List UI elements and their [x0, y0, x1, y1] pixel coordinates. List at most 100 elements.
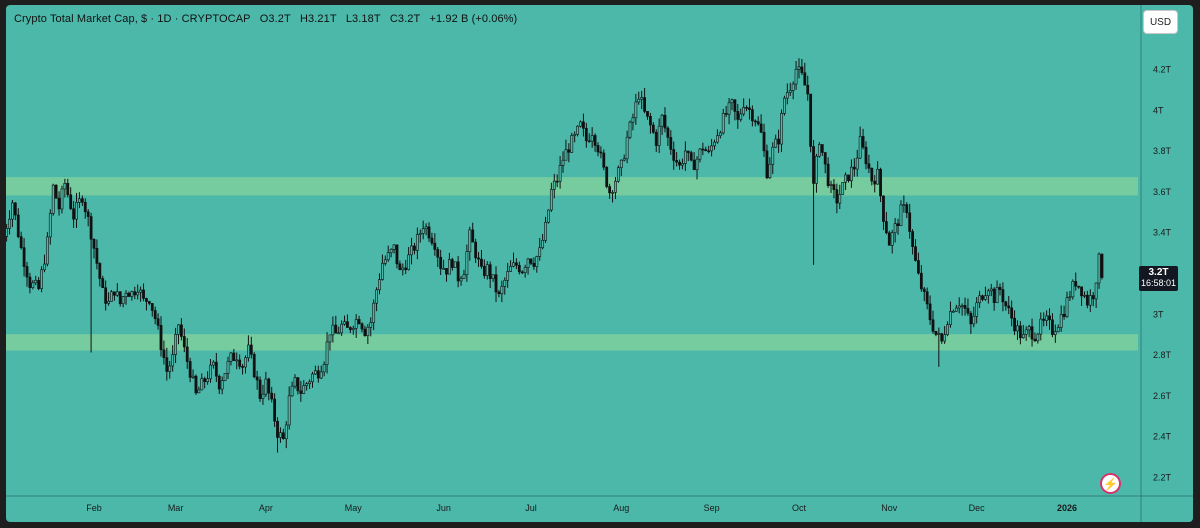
currency-button[interactable]: USD [1143, 10, 1178, 34]
candle-body [1004, 301, 1008, 307]
candle-body [590, 135, 594, 142]
candle-body [523, 267, 527, 273]
candle-body [378, 279, 381, 291]
candle-body [547, 209, 550, 223]
candle-body [482, 266, 486, 276]
candle-body [66, 183, 70, 196]
candle-body [1062, 313, 1066, 317]
candle-body [104, 287, 108, 304]
candle-body [413, 245, 416, 251]
candle-body [223, 373, 227, 381]
candle-body [273, 398, 277, 422]
close-value: C3.2T [389, 13, 421, 25]
candle-body [165, 357, 169, 372]
candle-body [156, 318, 160, 326]
candle-body [334, 324, 338, 334]
candle-body [316, 370, 320, 379]
candle-body [261, 393, 265, 399]
candle-body [314, 370, 317, 375]
candle-body [803, 72, 807, 86]
candle-body [389, 249, 393, 253]
candle-body [383, 259, 387, 264]
candle-body [558, 165, 562, 182]
candle-body [1039, 318, 1043, 335]
candle-body [249, 344, 253, 355]
candle-body [981, 295, 984, 300]
candle-body [602, 152, 606, 168]
candle-body [917, 260, 920, 274]
candle-body [887, 232, 891, 246]
candle-body [506, 271, 510, 281]
time-tick-label: Aug [613, 503, 629, 513]
candle-body [614, 180, 617, 193]
candle-body [34, 280, 38, 284]
candle-body [226, 361, 230, 374]
open-value: O3.2T [259, 13, 291, 25]
candle-body [80, 198, 84, 203]
tradingview-flash-icon[interactable]: ⚡ [1100, 473, 1121, 494]
time-tick-label: Nov [881, 503, 898, 513]
candle-body [966, 308, 970, 314]
candle-body [1065, 297, 1069, 317]
candle-body [739, 113, 743, 120]
price-chart[interactable]: 4.2T 4T 3.8T 3.6T 3.4T 3.2T 3T 2.8T 2.6T 2.4T 2.2T… [6, 5, 1193, 522]
candle-body [281, 432, 285, 440]
candle-body [561, 159, 565, 166]
candle-body [582, 121, 585, 129]
candle-body [322, 364, 326, 373]
candle-body [267, 378, 271, 394]
candle-body [538, 247, 542, 257]
candle-body [520, 271, 524, 274]
candle-body [1007, 305, 1011, 309]
support-zone [6, 334, 1138, 351]
candle-body [1068, 296, 1072, 299]
price-tick-label: 3.6T [1153, 187, 1172, 197]
candle-body [16, 214, 20, 237]
candle-body [302, 385, 306, 394]
resistance-zone [6, 177, 1138, 196]
candle-body [494, 274, 498, 293]
candle-body [305, 383, 309, 386]
candle-body [386, 252, 390, 261]
candle-body [986, 290, 990, 297]
candle-body [631, 117, 635, 123]
candle-body [718, 132, 722, 137]
candle-body [1030, 326, 1034, 340]
candle-body [421, 228, 425, 234]
candle-body [809, 93, 813, 147]
candle-body [395, 244, 399, 265]
candle-body [890, 232, 894, 246]
chart-window: 4.2T 4T 3.8T 3.6T 3.4T 3.2T 3T 2.8T 2.6T 2.4T 2.2T… [6, 5, 1193, 522]
candle-body [255, 376, 259, 381]
candle-body [654, 131, 658, 146]
candle-body [605, 166, 609, 187]
candle-body [826, 163, 830, 186]
candle-body [750, 109, 754, 122]
candle-body [593, 135, 597, 146]
candle-body [954, 307, 958, 312]
candle-body [296, 377, 300, 392]
candle-body [220, 380, 224, 390]
time-tick-label: Jun [436, 503, 451, 513]
price-tick-label: 3.4T [1153, 228, 1172, 238]
candle-body [975, 302, 979, 317]
candle-body [998, 286, 1002, 290]
time-tick-label: Feb [86, 503, 102, 513]
candle-body [579, 121, 582, 127]
candle-body [678, 161, 681, 166]
candle-body [214, 361, 218, 377]
candle-body [663, 114, 667, 129]
candle-body [844, 174, 847, 183]
candle-body [587, 140, 591, 143]
time-tick-label: Oct [792, 503, 807, 513]
candle-body [238, 359, 242, 367]
symbol-title[interactable]: Crypto Total Market Cap, $ · 1D · CRYPTO… [14, 13, 251, 25]
price-tick-label: 4.2T [1153, 65, 1172, 75]
candle-body [817, 144, 821, 157]
candle-body [462, 274, 466, 279]
candle-body [1080, 286, 1083, 297]
candle-body [683, 150, 687, 164]
candle-body [130, 291, 134, 297]
candle-body [398, 263, 402, 271]
candle-body [535, 256, 539, 267]
